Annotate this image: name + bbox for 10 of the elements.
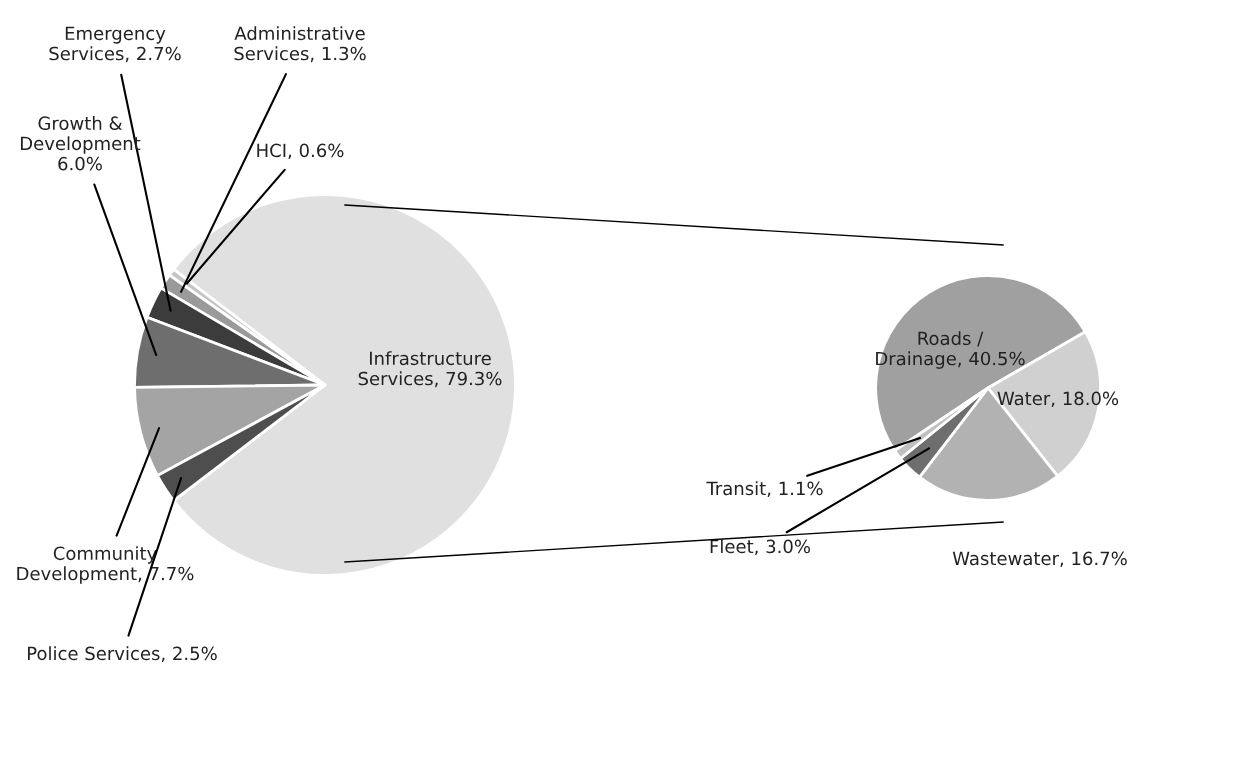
data-label: 6.0%	[58, 156, 102, 171]
slice-label: Transit, 1.1%	[706, 481, 823, 498]
slice-label: Police Services, 2.5%	[27, 646, 217, 663]
slice-label: Fleet, 3.0%	[710, 539, 811, 556]
slice-label: Emergency Services, 2.7%	[49, 26, 181, 63]
slice-label: Wastewater, 16.7%	[952, 551, 1127, 568]
slice-label: Water, 18.0%	[997, 391, 1119, 408]
slice-label: HCI, 0.6%	[257, 143, 344, 160]
slice-label: Administrative Services, 1.3%	[234, 26, 366, 63]
slice-label: Infrastructure Services, 79.3%	[358, 351, 502, 388]
